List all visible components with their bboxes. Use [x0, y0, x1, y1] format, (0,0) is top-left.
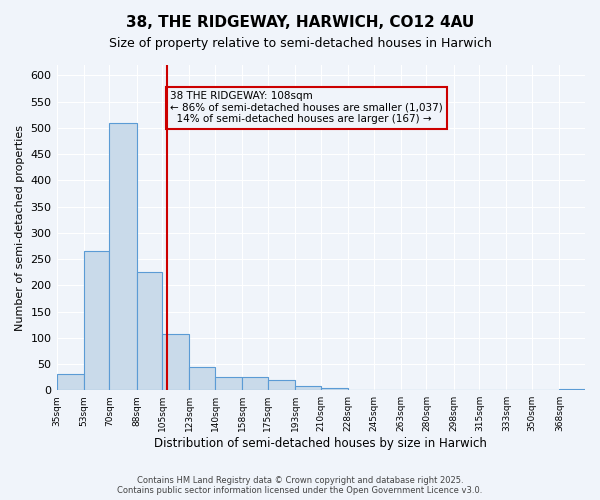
Text: Contains HM Land Registry data © Crown copyright and database right 2025.
Contai: Contains HM Land Registry data © Crown c…: [118, 476, 482, 495]
Bar: [559, 389, 585, 390]
Bar: [215, 377, 242, 390]
Bar: [190, 366, 215, 390]
Bar: [162, 334, 190, 390]
X-axis label: Distribution of semi-detached houses by size in Harwich: Distribution of semi-detached houses by …: [154, 437, 487, 450]
Bar: [242, 377, 268, 390]
Bar: [268, 380, 295, 390]
Text: 38, THE RIDGEWAY, HARWICH, CO12 4AU: 38, THE RIDGEWAY, HARWICH, CO12 4AU: [126, 15, 474, 30]
Text: 38 THE RIDGEWAY: 108sqm
← 86% of semi-detached houses are smaller (1,037)
  14% : 38 THE RIDGEWAY: 108sqm ← 86% of semi-de…: [170, 91, 443, 124]
Text: Size of property relative to semi-detached houses in Harwich: Size of property relative to semi-detach…: [109, 38, 491, 51]
Bar: [321, 388, 348, 390]
Bar: [295, 386, 321, 390]
Bar: [109, 122, 137, 390]
Bar: [84, 251, 109, 390]
Bar: [56, 374, 84, 390]
Y-axis label: Number of semi-detached properties: Number of semi-detached properties: [15, 124, 25, 330]
Bar: [137, 272, 162, 390]
